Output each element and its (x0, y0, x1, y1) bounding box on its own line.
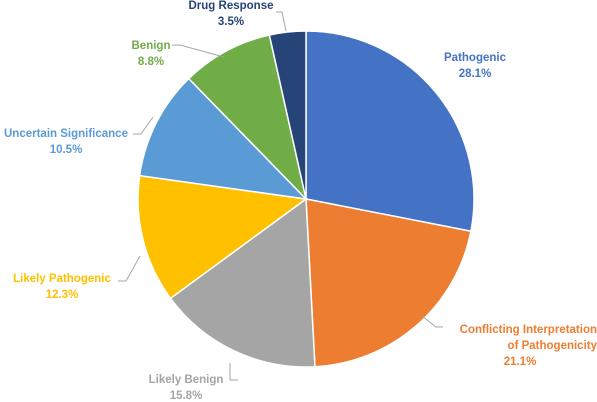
data-label-name: Conflicting Interpretation (460, 324, 597, 336)
slice-likely-pathogenic (137, 174, 308, 300)
data-label-likely-pathogenic: Likely Pathogenic 12.3% (13, 273, 111, 301)
data-label-drug-response: Drug Response 3.5% (189, 0, 274, 28)
data-label-uncertain-significance: Uncertain Significance 10.5% (4, 128, 128, 156)
data-label-likely-benign: Likely Benign 15.8% (149, 374, 224, 402)
data-label-name: Uncertain Significance (4, 128, 128, 140)
leader-line-conflicting-interpretation-of-pathogenicity (421, 315, 443, 328)
data-label-value: 3.5% (218, 16, 244, 28)
slice-conflicting-interpretation-of-pathogenicity (305, 198, 472, 368)
leader-line-likely-benign (229, 363, 238, 381)
leader-line-likely-pathogenic (118, 255, 141, 282)
leader-line-benign (172, 44, 225, 58)
data-label-value: 12.3% (46, 289, 79, 301)
slice-likely-benign (169, 197, 316, 368)
data-label-value: 8.8% (138, 56, 164, 68)
data-label-value: 10.5% (50, 144, 83, 156)
leader-lines (118, 11, 443, 381)
data-label-name: Drug Response (189, 0, 274, 12)
data-label-value: 21.1% (504, 356, 537, 368)
slice-uncertain-significance (138, 77, 309, 201)
data-label-value: 28.1% (459, 68, 492, 80)
slice-drug-response (268, 30, 307, 200)
data-label-name: of Pathogenicity (508, 340, 597, 352)
data-label-conflicting-interpretation-of-pathogenicity: Conflicting Interpretation of Pathogenici… (460, 324, 597, 368)
leader-line-uncertain-significance (133, 116, 154, 135)
data-label-name: Likely Pathogenic (13, 273, 111, 285)
slice-pathogenic (305, 30, 475, 233)
slice-labels: Pathogenic 28.1% Conflicting Interpretatio… (4, 0, 597, 402)
slice-benign (187, 34, 308, 202)
data-label-value: 15.8% (170, 390, 203, 402)
data-label-name: Likely Benign (149, 374, 224, 386)
pie-slices (137, 30, 475, 368)
data-label-name: Pathogenic (444, 52, 507, 64)
data-label-pathogenic: Pathogenic 28.1% (444, 52, 507, 80)
data-label-benign: Benign 8.8% (132, 40, 171, 68)
data-label-name: Benign (132, 40, 171, 52)
leader-line-drug-response (276, 11, 287, 32)
